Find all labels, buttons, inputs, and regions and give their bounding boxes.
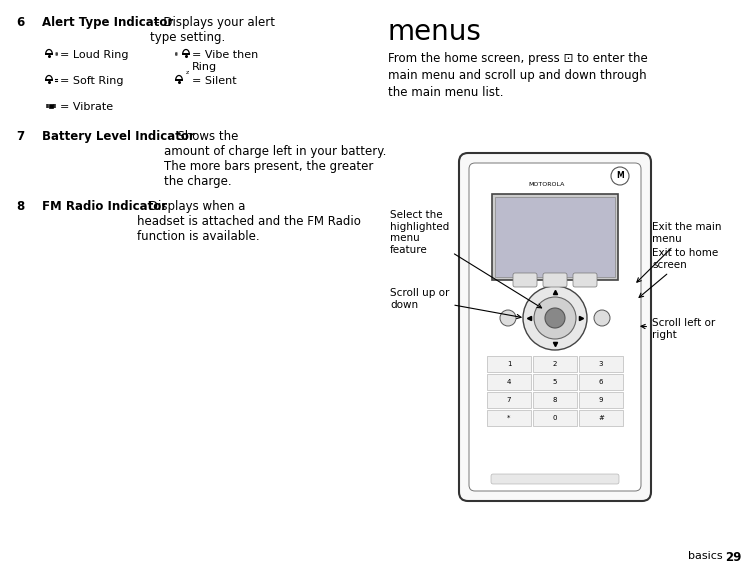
- Text: 9: 9: [599, 397, 603, 403]
- Circle shape: [545, 308, 565, 328]
- Text: Ring: Ring: [192, 62, 217, 72]
- Bar: [487, 356, 531, 372]
- Text: menus: menus: [388, 18, 482, 46]
- Text: 29: 29: [726, 551, 742, 564]
- Text: 7: 7: [507, 397, 511, 403]
- Bar: [487, 410, 531, 426]
- Bar: [487, 392, 531, 408]
- Text: z: z: [186, 70, 189, 75]
- Text: = Silent: = Silent: [192, 76, 237, 86]
- Text: MOTOROLA: MOTOROLA: [528, 182, 565, 187]
- Text: M: M: [616, 171, 624, 180]
- Bar: [579, 374, 623, 390]
- Bar: [495, 197, 615, 277]
- Text: FM Radio Indicator: FM Radio Indicator: [42, 200, 167, 213]
- Text: basics: basics: [688, 551, 723, 561]
- Text: *: *: [507, 415, 511, 421]
- Bar: [579, 356, 623, 372]
- Text: Alert Type Indicator: Alert Type Indicator: [42, 16, 173, 29]
- Bar: [533, 356, 577, 372]
- Bar: [579, 410, 623, 426]
- Text: #: #: [598, 415, 604, 421]
- Text: Scroll left or
right: Scroll left or right: [641, 318, 715, 340]
- Text: = Soft Ring: = Soft Ring: [60, 76, 123, 86]
- Bar: [487, 374, 531, 390]
- Bar: [533, 410, 577, 426]
- Text: 6: 6: [599, 379, 603, 385]
- FancyBboxPatch shape: [459, 153, 651, 501]
- Text: Battery Level Indicator: Battery Level Indicator: [42, 130, 195, 143]
- Text: 5: 5: [553, 379, 557, 385]
- Text: Exit to home
screen: Exit to home screen: [639, 248, 718, 297]
- Text: From the home screen, press ⊡ to enter the
main menu and scroll up and down thro: From the home screen, press ⊡ to enter t…: [388, 52, 648, 99]
- Text: 0: 0: [553, 415, 557, 421]
- Text: - Displays when a
headset is attached and the FM Radio
function is available.: - Displays when a headset is attached an…: [137, 200, 361, 243]
- Text: Select the
highlighted
menu
feature: Select the highlighted menu feature: [390, 210, 541, 308]
- Text: = Vibe then: = Vibe then: [192, 50, 259, 60]
- Bar: [49, 104, 53, 108]
- Text: 3: 3: [599, 361, 603, 367]
- Bar: [579, 392, 623, 408]
- Bar: [492, 194, 618, 280]
- Text: – Shows the
amount of charge left in your battery.
The more bars present, the gr: – Shows the amount of charge left in you…: [164, 130, 386, 188]
- Text: 6: 6: [16, 16, 24, 29]
- Text: 2: 2: [553, 361, 557, 367]
- Text: Scroll up or
down: Scroll up or down: [390, 288, 521, 319]
- Text: 8: 8: [553, 397, 557, 403]
- Text: = Vibrate: = Vibrate: [60, 102, 113, 112]
- Circle shape: [500, 310, 516, 326]
- FancyBboxPatch shape: [491, 474, 619, 484]
- Text: Exit the main
menu: Exit the main menu: [637, 222, 721, 282]
- Text: 1: 1: [507, 361, 511, 367]
- Bar: [533, 392, 577, 408]
- Text: 8: 8: [16, 200, 24, 213]
- Text: = Loud Ring: = Loud Ring: [60, 50, 129, 60]
- FancyBboxPatch shape: [543, 273, 567, 287]
- FancyBboxPatch shape: [513, 273, 537, 287]
- Circle shape: [523, 286, 587, 350]
- FancyBboxPatch shape: [469, 163, 641, 491]
- Circle shape: [534, 297, 576, 339]
- Text: 7: 7: [16, 130, 24, 143]
- Bar: [533, 374, 577, 390]
- FancyBboxPatch shape: [573, 273, 597, 287]
- Circle shape: [594, 310, 610, 326]
- Text: 4: 4: [507, 379, 511, 385]
- Circle shape: [611, 167, 629, 185]
- Text: – Displays your alert
type setting.: – Displays your alert type setting.: [150, 16, 275, 44]
